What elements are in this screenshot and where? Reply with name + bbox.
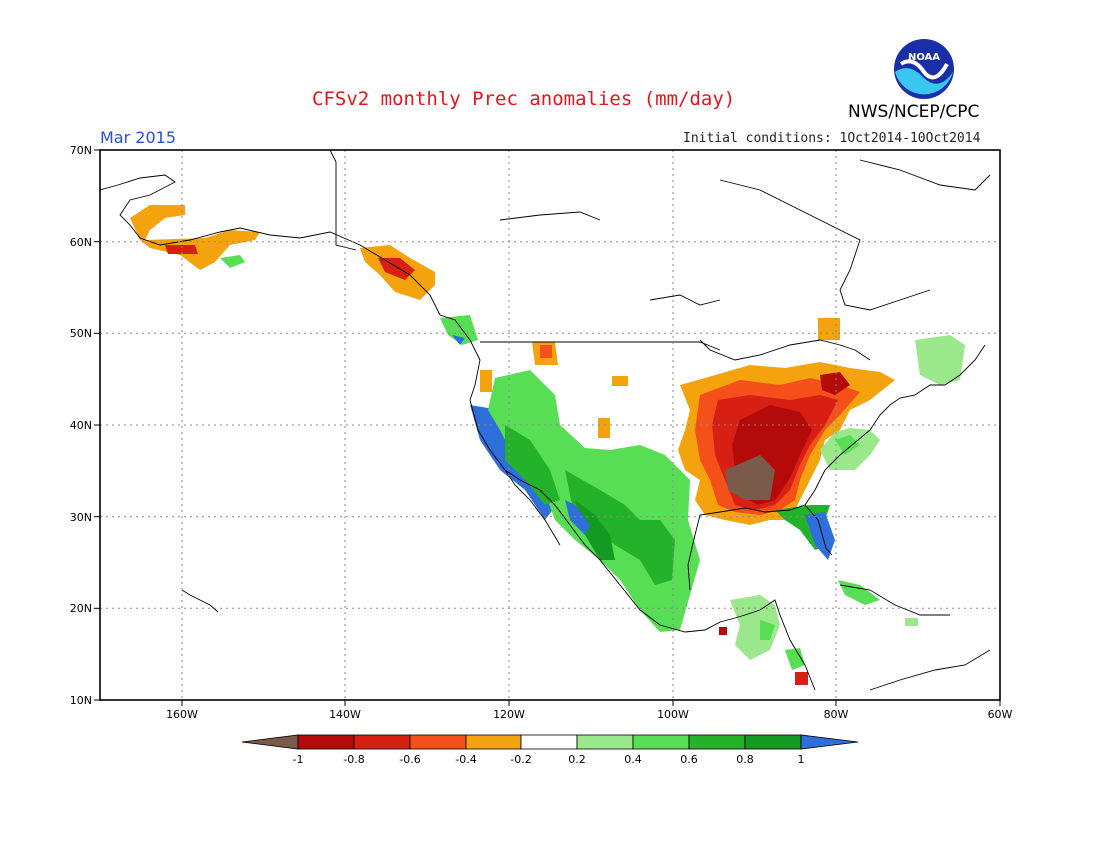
color-legend: -1 -0.8 -0.6 -0.4 -0.2 0.2 0.4 0.6 0.8 1 (241, 734, 859, 766)
anomaly-region-florida-blue (805, 512, 835, 560)
anomaly-region-guatemala-red (719, 627, 727, 635)
graticule (100, 150, 1000, 700)
legend-label: -1 (293, 753, 304, 766)
anomaly-region-idaho-core (540, 345, 552, 358)
noaa-logo: NOAA (894, 39, 954, 99)
lon-labels: 160W 140W 120W 100W 80W 60W (166, 708, 1012, 721)
coastlines (100, 150, 991, 691)
lat-label: 40N (70, 419, 92, 432)
lat-label: 20N (70, 602, 92, 615)
lat-label: 30N (70, 511, 92, 524)
legend-label: -0.2 (510, 753, 531, 766)
lon-label: 140W (329, 708, 361, 721)
lon-label: 160W (166, 708, 198, 721)
anomaly-region-central-america-dark (760, 620, 775, 640)
anomaly-region-mexico-dark (565, 470, 675, 585)
axis-ticks (94, 149, 1001, 706)
legend-arrow-high (800, 734, 859, 750)
anomaly-region-bc-blue (452, 335, 465, 345)
chart-title: CFSv2 monthly Prec anomalies (mm/day) (312, 88, 736, 110)
lat-label: 10N (70, 694, 92, 707)
lat-label: 50N (70, 327, 92, 340)
anomaly-region-alaska-green (220, 255, 245, 268)
lon-label: 100W (657, 708, 689, 721)
lat-labels: 70N 60N 50N 40N 30N 20N 10N (70, 144, 92, 707)
anomaly-region-montana-orange (612, 376, 628, 386)
anomaly-region-maritimes-green (915, 335, 965, 385)
anomaly-region-oregon-orange (480, 370, 492, 392)
anomaly-region-mexico-darkest (575, 500, 615, 560)
legend-label: 0.8 (736, 753, 754, 766)
legend-swatch (688, 734, 746, 750)
anomaly-region-caribbean-green-2 (905, 618, 918, 626)
anomaly-region-southwest-dark (505, 425, 560, 505)
lon-label: 60W (988, 708, 1013, 721)
legend-label: -0.4 (455, 753, 476, 766)
legend-swatch (409, 734, 467, 750)
legend-swatch (353, 734, 411, 750)
legend-arrow-low (241, 734, 299, 750)
anomaly-region-panhandle-core (378, 258, 415, 280)
legend-label: 0.2 (568, 753, 586, 766)
anomaly-region-baja-blue (565, 500, 590, 535)
anomaly-region-honduras-green (785, 648, 805, 670)
legend-swatch (576, 734, 634, 750)
forecast-month: Mar 2015 (100, 128, 176, 147)
lon-label: 80W (824, 708, 849, 721)
legend-label: 0.6 (680, 753, 698, 766)
legend-label: -0.8 (343, 753, 364, 766)
legend-label: -0.6 (399, 753, 420, 766)
anomaly-region-great-lakes-red (820, 372, 850, 395)
anomaly-region-east-brown (725, 455, 775, 500)
legend-swatch (520, 734, 578, 750)
anomaly-region-quebec-orange (818, 318, 840, 340)
legend-swatch (744, 734, 802, 750)
legend-swatch (632, 734, 690, 750)
anomaly-region-southeast-green-2 (835, 435, 860, 455)
anomaly-layer (130, 205, 965, 685)
anomaly-region-nicaragua-red (795, 672, 808, 685)
agency-label: NWS/NCEP/CPC (848, 102, 980, 122)
lon-label: 120W (493, 708, 525, 721)
lat-label: 70N (70, 144, 92, 157)
legend-swatch (297, 734, 355, 750)
lat-label: 60N (70, 236, 92, 249)
noaa-logo-text: NOAA (908, 52, 940, 63)
legend-label: 0.4 (624, 753, 642, 766)
anomaly-region-alaska-core (165, 245, 198, 254)
anomaly-region-colorado-orange (598, 418, 610, 438)
legend-label: 1 (798, 753, 805, 766)
legend-swatch (465, 734, 522, 750)
anomaly-region-central-america-green (730, 595, 780, 660)
anomaly-region-alaska (130, 205, 260, 270)
initial-conditions: Initial conditions: 1Oct2014-10Oct2014 (683, 131, 981, 146)
